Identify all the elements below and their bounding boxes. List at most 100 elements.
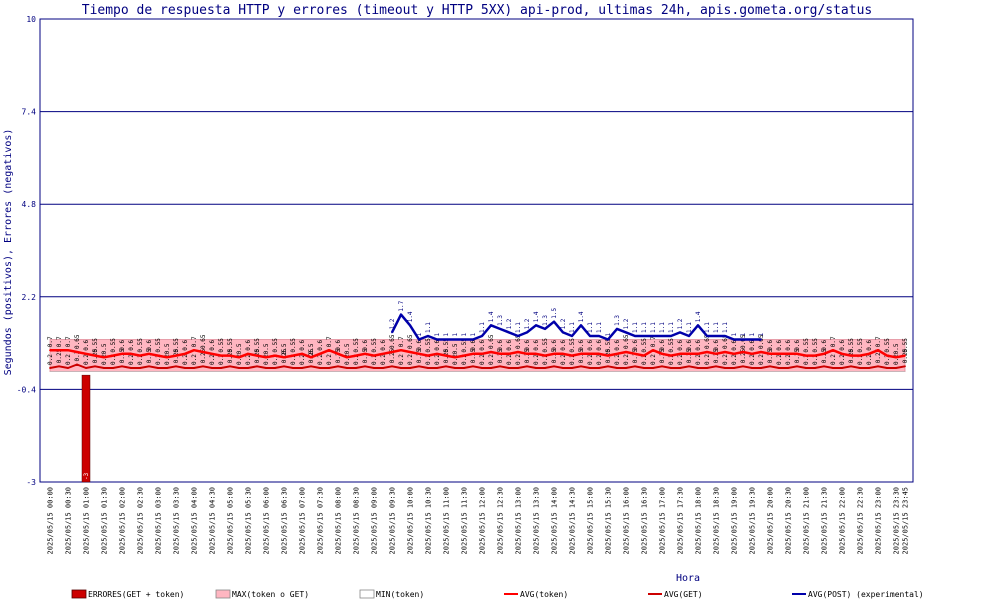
series-point-avg-token	[670, 354, 672, 357]
data-label-avg-token: 0.55	[425, 338, 432, 353]
data-label-avg-get: 0.2	[560, 354, 567, 365]
series-point-avg-post	[553, 320, 555, 323]
series-point-avg-get	[535, 367, 537, 369]
x-tick-label: 2025/05/15 15:00	[587, 487, 595, 554]
data-label-avg-get: 0.2	[155, 354, 162, 365]
series-point-avg-get	[67, 367, 69, 369]
data-label-avg-get: 0.2	[164, 354, 171, 365]
series-point-avg-token	[319, 352, 321, 355]
series-point-avg-token	[337, 352, 339, 355]
data-label-avg-token: 0.55	[569, 338, 576, 353]
data-label-avg-token: 0.6	[470, 340, 477, 351]
series-point-avg-post	[760, 338, 762, 341]
series-point-avg-get	[778, 367, 780, 369]
series-point-avg-post	[598, 335, 600, 337]
data-label-avg-post: 1	[758, 333, 765, 337]
series-point-avg-get	[211, 367, 213, 369]
series-point-avg-get	[706, 367, 708, 369]
x-tick-label: 2025/05/15 23:45	[902, 487, 910, 554]
data-label-avg-token: 0.5	[263, 343, 270, 354]
series-point-avg-get	[580, 365, 582, 368]
data-label-avg-post: 1	[452, 333, 459, 337]
series-point-avg-token	[211, 352, 213, 355]
data-label-avg-post: 1.5	[551, 308, 558, 319]
series-point-avg-get	[202, 365, 204, 368]
data-label-avg-post: 1.2	[560, 318, 567, 329]
data-label-avg-post: 1.1	[425, 322, 432, 333]
data-label-avg-get: 0.2	[704, 354, 711, 365]
series-point-avg-get	[562, 367, 564, 369]
x-tick-label: 2025/05/15 09:30	[389, 487, 397, 554]
series-point-avg-token	[715, 352, 717, 355]
data-label-avg-get: 0.2	[668, 354, 675, 365]
data-label-avg-token: 0.6	[128, 340, 135, 351]
data-label-avg-get: 0.2	[317, 354, 324, 365]
data-label-avg-token: 0.6	[659, 340, 666, 351]
series-point-avg-get	[751, 367, 753, 369]
data-label-avg-get: 0.2	[776, 354, 783, 365]
data-label-avg-token: 0.5	[236, 343, 243, 354]
data-label-avg-token: 0.55	[812, 338, 819, 353]
data-label-avg-post: 1.1	[587, 322, 594, 333]
series-point-avg-token	[472, 352, 474, 355]
series-point-avg-token	[346, 356, 348, 359]
data-label-avg-post: 1	[434, 333, 441, 337]
data-label-avg-get: 0.2	[398, 354, 405, 365]
series-point-avg-token	[877, 349, 879, 352]
x-tick-label: 2025/05/15 14:00	[551, 487, 559, 554]
data-label-avg-token: 0.6	[578, 340, 585, 351]
series-point-avg-token	[751, 352, 753, 355]
data-label-avg-get: 0.2	[425, 354, 432, 365]
series-point-avg-token	[526, 352, 528, 355]
x-tick-label: 2025/05/15 16:30	[641, 487, 649, 554]
data-label-avg-post: 1	[470, 333, 477, 337]
data-label-avg-post: 1	[416, 333, 423, 337]
series-point-avg-post	[409, 324, 411, 327]
data-label-avg-get: 0.2	[101, 354, 108, 365]
series-line-avg-post	[390, 313, 761, 341]
data-label-avg-get: 0.2	[434, 354, 441, 365]
data-label-avg-post: 1	[749, 333, 756, 337]
series-point-avg-get	[886, 367, 888, 369]
series-point-avg-token	[850, 354, 852, 357]
x-tick-label: 2025/05/15 00:30	[65, 487, 73, 554]
data-label-avg-get: 0.2	[371, 354, 378, 365]
x-tick-label: 2025/05/15 11:30	[461, 487, 469, 554]
data-label-avg-token: 0.6	[380, 340, 387, 351]
x-tick-label: 2025/05/15 12:00	[479, 487, 487, 554]
data-label-avg-token: 0.55	[227, 338, 234, 353]
legend-label: ERRORES(GET + token)	[88, 590, 184, 599]
series-point-avg-get	[841, 367, 843, 369]
series-point-avg-get	[652, 367, 654, 369]
series-point-avg-get	[472, 365, 474, 368]
data-label-avg-get: 0.2	[353, 354, 360, 365]
x-tick-label: 2025/05/15 23:00	[875, 487, 883, 554]
y-tick-label: 2.2	[22, 293, 37, 302]
data-label-avg-post: 1.1	[686, 322, 693, 333]
x-tick-label: 2025/05/15 13:00	[515, 487, 523, 554]
series-point-avg-post	[463, 338, 465, 341]
x-tick-label: 2025/05/15 08:00	[335, 487, 343, 554]
series-point-avg-token	[103, 356, 105, 359]
data-label-avg-get: 0.2	[47, 354, 54, 365]
series-point-avg-get	[418, 365, 420, 368]
data-label-avg-get: 0.2	[344, 354, 351, 365]
data-label-avg-post: 1.1	[668, 322, 675, 333]
data-label-avg-token: 0.55	[857, 338, 864, 353]
data-label-avg-token: 0.55	[254, 338, 261, 353]
series-point-avg-get	[373, 367, 375, 369]
data-label-avg-get: 0.2	[326, 354, 333, 365]
series-point-avg-post	[535, 324, 537, 327]
series-point-avg-get	[553, 365, 555, 368]
y-tick-label: 4.8	[22, 200, 37, 209]
data-label-avg-post: 1	[731, 333, 738, 337]
data-label-avg-token: 0.7	[398, 336, 405, 347]
series-point-avg-token	[247, 352, 249, 355]
series-point-avg-token	[517, 351, 519, 353]
series-point-avg-token	[544, 354, 546, 357]
series-point-avg-token	[553, 352, 555, 355]
series-point-avg-get	[391, 365, 393, 368]
legend-label: AVG(token)	[520, 590, 568, 599]
